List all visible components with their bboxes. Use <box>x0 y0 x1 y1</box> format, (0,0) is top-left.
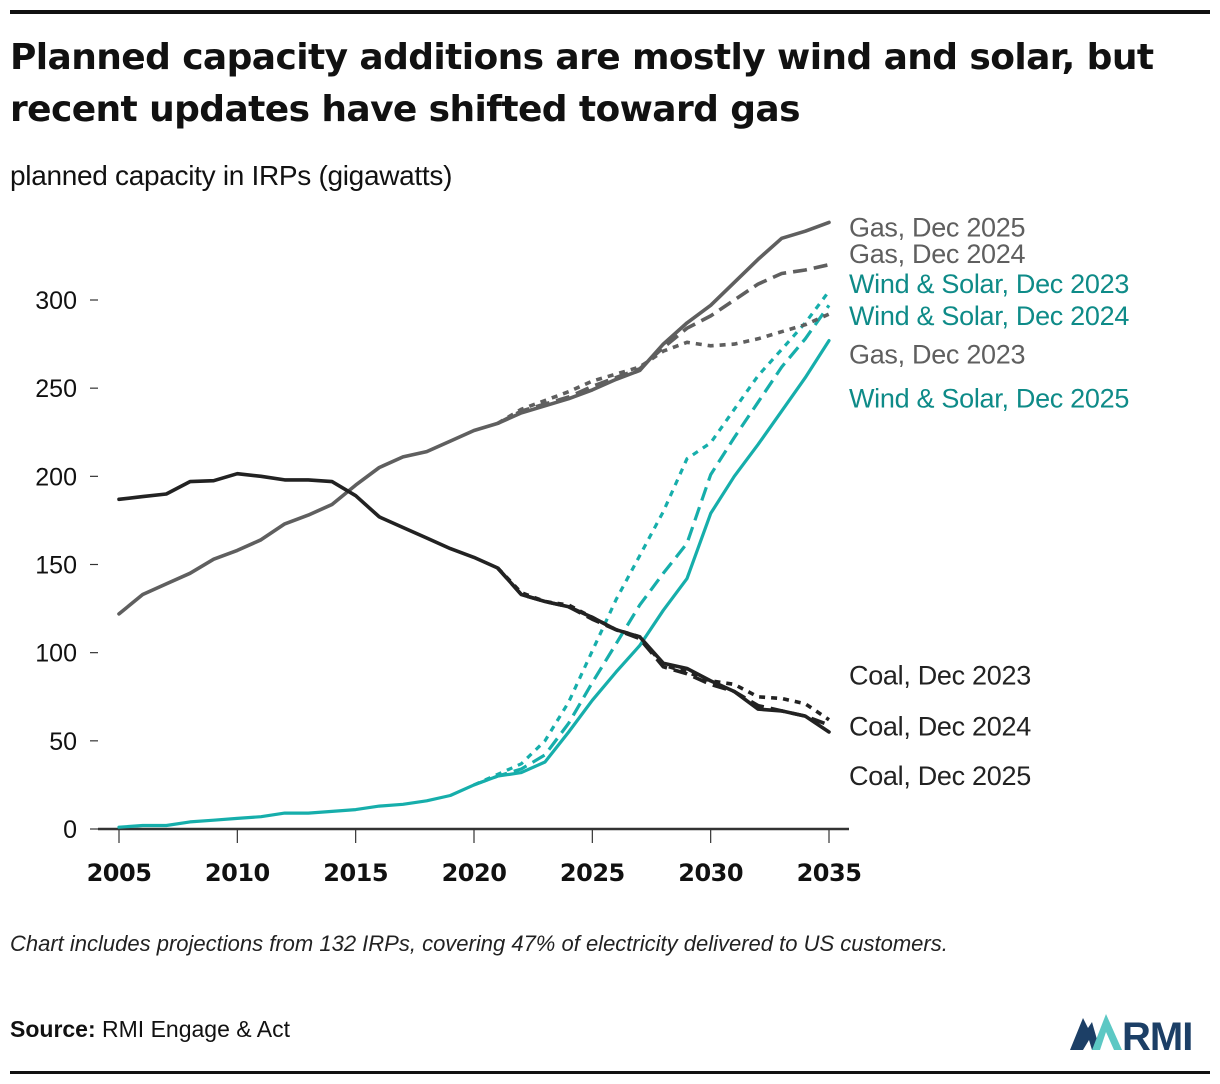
y-tick-label: 150 <box>35 552 77 580</box>
y-tick-label: 300 <box>35 287 77 315</box>
logo-mountain-light-icon <box>1092 1014 1122 1050</box>
series-label: Gas, Dec 2025 <box>849 213 1025 243</box>
x-tick-label: 2010 <box>205 859 270 887</box>
series-label: Coal, Dec 2024 <box>849 712 1031 742</box>
y-tick-label: 50 <box>49 728 77 756</box>
source-label: Source: <box>10 1016 96 1042</box>
series-line-gas-dec-2023 <box>496 312 830 425</box>
y-tick-label: 0 <box>63 816 77 844</box>
series-line-coal-dec-2024 <box>496 566 830 727</box>
chart-title: Planned capacity additions are mostly wi… <box>10 37 1154 130</box>
x-tick-label: 2015 <box>323 859 388 887</box>
rmi-logo: RMI <box>1070 1014 1193 1054</box>
series-label: Gas, Dec 2024 <box>849 239 1025 269</box>
series-label: Coal, Dec 2025 <box>849 761 1031 791</box>
series-label: Wind & Solar, Dec 2023 <box>849 269 1129 299</box>
series-line-wind-solar-dec-2023 <box>473 290 831 787</box>
chart-subtitle: planned capacity in IRPs (gigawatts) <box>10 160 453 191</box>
series-lines <box>117 220 831 829</box>
logo-mountain-dark-icon <box>1070 1018 1100 1050</box>
y-tick-label: 200 <box>35 463 77 491</box>
series-line-wind-solar-dec-2025 <box>117 339 831 829</box>
source-line: Source: RMI Engage & Act <box>10 1016 290 1043</box>
chart-note: Chart includes projections from 132 IRPs… <box>10 931 948 956</box>
series-label: Wind & Solar, Dec 2025 <box>849 384 1129 414</box>
x-tick-label: 2030 <box>678 859 743 887</box>
x-axis: 2005 2010 2015 2020 2025 2030 2035 <box>87 827 862 887</box>
y-axis: 0 50 100 150 200 250 300 <box>35 287 98 844</box>
series-line-gas-dec-2025 <box>117 220 831 616</box>
bottom-rule <box>10 1071 1210 1074</box>
logo-text: RMI <box>1122 1015 1192 1054</box>
y-tick-label: 250 <box>35 375 77 403</box>
x-tick-label: 2025 <box>560 859 625 887</box>
series-line-coal-dec-2023 <box>496 566 831 722</box>
x-tick-label: 2005 <box>87 859 152 887</box>
top-rule <box>10 10 1210 14</box>
x-tick-label: 2035 <box>797 859 862 887</box>
series-label: Wind & Solar, Dec 2024 <box>849 301 1129 331</box>
series-label: Gas, Dec 2023 <box>849 340 1025 370</box>
series-label: Coal, Dec 2023 <box>849 661 1031 691</box>
series-line-wind-solar-dec-2024 <box>473 304 831 787</box>
x-tick-label: 2020 <box>442 859 507 887</box>
series-line-gas-dec-2024 <box>496 262 830 425</box>
series-line-coal-dec-2025 <box>117 471 831 734</box>
y-tick-label: 100 <box>35 640 77 668</box>
source-text: RMI Engage & Act <box>102 1016 290 1042</box>
